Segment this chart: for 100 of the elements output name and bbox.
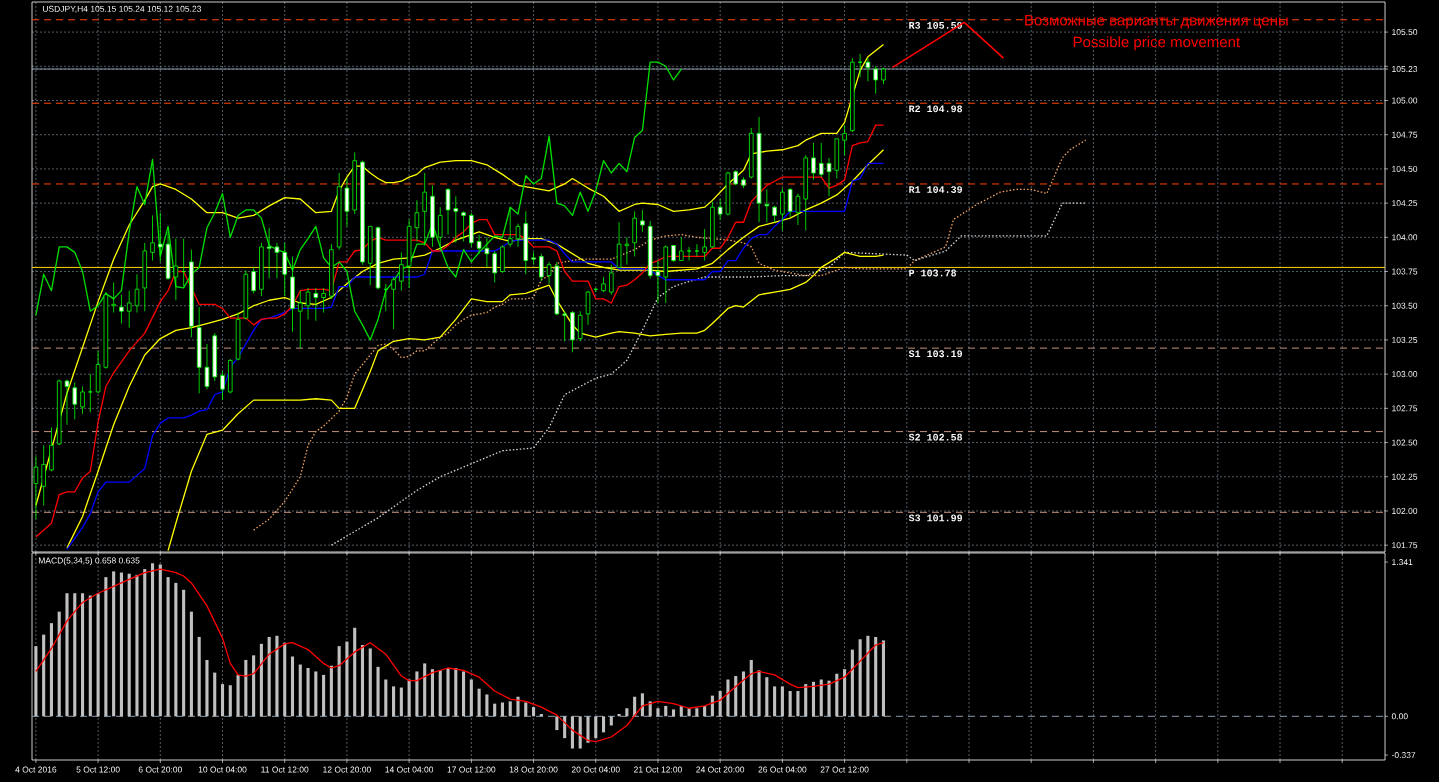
bar	[765, 677, 769, 717]
bar	[197, 636, 201, 717]
x-tick-label: 6 Oct 20:00	[138, 766, 182, 773]
candlestick	[616, 221, 622, 268]
bar	[143, 569, 147, 717]
candlestick	[461, 210, 466, 242]
bar	[228, 685, 232, 717]
candlestick	[305, 287, 311, 320]
bar	[850, 649, 854, 717]
x-tick-label: 10 Oct 04:00	[198, 766, 247, 773]
bar	[407, 679, 411, 717]
bar	[664, 705, 668, 717]
bar	[524, 702, 528, 717]
bar	[741, 671, 746, 717]
bar	[150, 563, 155, 717]
candlestick	[476, 234, 482, 255]
bar	[88, 595, 92, 717]
bar	[182, 589, 186, 717]
bar	[399, 687, 403, 717]
candlestick	[546, 261, 552, 285]
y-tick-label: 104.50	[1392, 165, 1418, 172]
bar	[594, 716, 598, 739]
candlestick	[399, 251, 404, 292]
bar	[430, 669, 435, 717]
bar	[314, 671, 318, 717]
ref-line-label: R2 104.98	[909, 105, 963, 113]
bar	[500, 702, 504, 717]
y-tick-label: 102.75	[1392, 405, 1418, 412]
y-tick-label: 101.75	[1392, 542, 1418, 549]
bar	[376, 666, 380, 717]
candlestick	[787, 187, 793, 218]
candlestick	[88, 373, 93, 413]
candlestick	[282, 242, 287, 297]
bar	[329, 665, 333, 717]
candlestick	[640, 209, 645, 233]
bar	[205, 659, 209, 717]
candlestick	[150, 215, 155, 261]
candlestick	[173, 238, 179, 301]
bar	[570, 716, 574, 749]
y-tick-label: -0.337	[1391, 752, 1416, 759]
y-tick-label: 103.25	[1392, 336, 1418, 343]
candlestick	[679, 236, 684, 261]
bar	[843, 669, 847, 717]
bar	[158, 564, 162, 717]
candlestick	[818, 142, 824, 178]
candlestick	[41, 444, 46, 506]
bar	[244, 659, 248, 717]
candlestick	[266, 227, 272, 279]
bar	[819, 679, 823, 717]
x-tick-label: 17 Oct 12:00	[447, 766, 496, 773]
candlestick	[780, 187, 785, 231]
candlestick	[539, 253, 544, 282]
bar	[671, 709, 676, 717]
bar	[213, 672, 217, 717]
candlestick	[717, 198, 723, 220]
x-tick-label: 27 Oct 12:00	[820, 766, 869, 773]
candlestick	[158, 212, 163, 263]
candlestick	[64, 379, 70, 426]
candlestick	[702, 228, 707, 261]
candlestick	[795, 193, 801, 226]
bar	[563, 716, 567, 739]
candlestick	[220, 371, 225, 401]
bar	[415, 671, 419, 717]
bar	[127, 573, 131, 717]
candlestick	[694, 243, 700, 257]
candlestick	[437, 206, 443, 252]
ref-line-label: S3 101.99	[908, 514, 963, 522]
bar	[80, 593, 85, 717]
candlestick	[764, 189, 770, 223]
candlestick	[865, 57, 871, 82]
y-tick-label: 105.00	[1392, 97, 1418, 104]
bar	[493, 703, 497, 717]
ref-line-label: S2 102.58	[908, 433, 963, 441]
candlestick	[531, 251, 536, 266]
x-tick-label: 24 Oct 20:00	[696, 766, 745, 773]
chart-title: MACD(5,34,5) 0.658 0.635	[38, 557, 140, 566]
candlestick	[515, 223, 521, 248]
y-tick-label: 102.00	[1392, 507, 1418, 514]
annotation: Possible price movement	[1073, 36, 1240, 51]
bar	[259, 643, 263, 717]
bar	[423, 663, 427, 717]
candlestick	[873, 65, 878, 95]
candlestick	[609, 264, 614, 296]
bar	[858, 639, 862, 717]
candlestick	[492, 250, 497, 283]
ref-line-label: P 103.78	[909, 269, 957, 277]
candlestick	[842, 124, 847, 156]
candlestick	[484, 236, 490, 268]
bar	[322, 674, 326, 717]
bar	[34, 646, 38, 717]
bar	[384, 679, 388, 717]
bar	[392, 686, 396, 717]
y-tick-label: 104.75	[1392, 131, 1418, 138]
bar	[283, 642, 287, 717]
bar	[874, 636, 878, 717]
candlestick	[111, 282, 116, 313]
bar	[827, 680, 831, 717]
candlestick	[274, 242, 280, 279]
candlestick	[119, 294, 124, 324]
candlestick	[624, 236, 630, 266]
